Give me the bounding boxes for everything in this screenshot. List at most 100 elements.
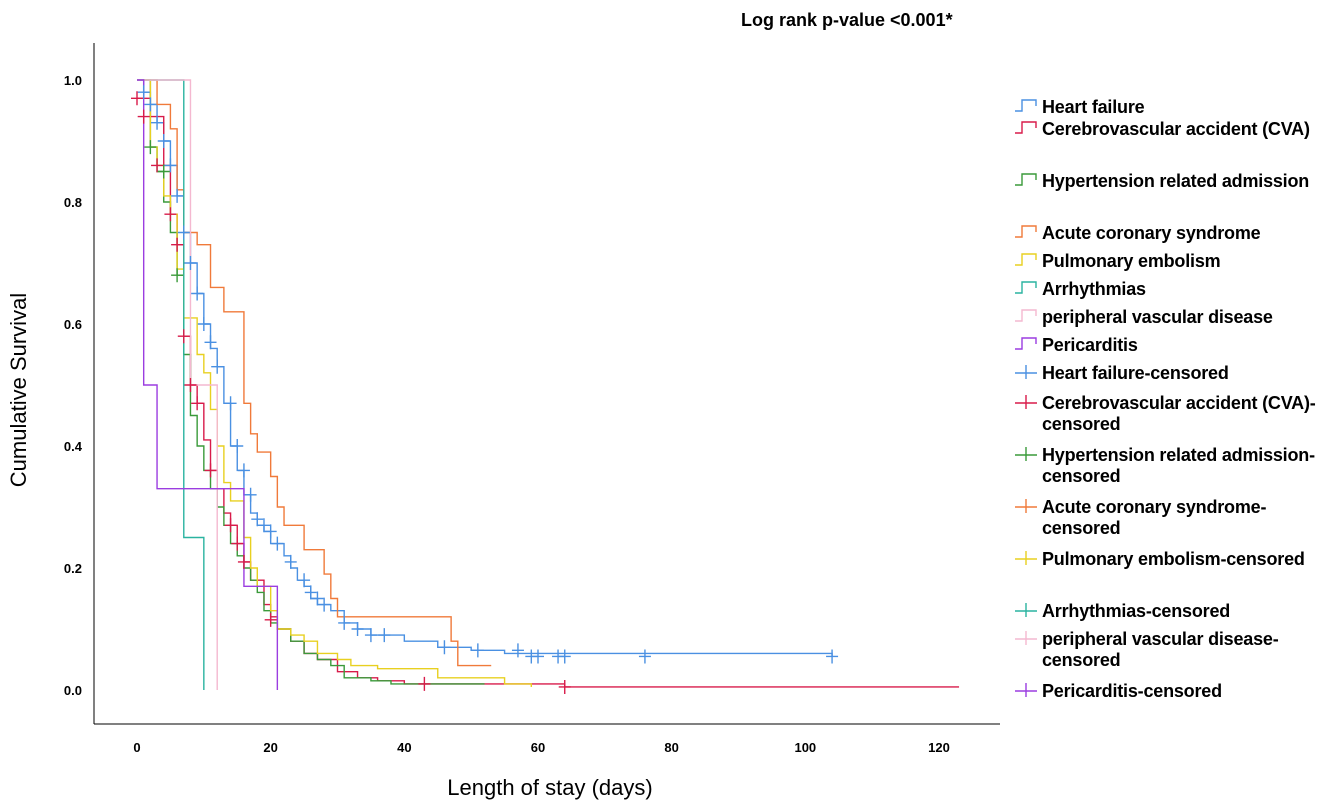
chart-title: Log rank p-value <0.001* — [741, 10, 953, 30]
legend-item: Pulmonary embolism-censored — [1014, 549, 1342, 570]
censor-mark — [197, 317, 210, 331]
legend-step-swatch — [1014, 97, 1038, 113]
x-ticks: 0 20 40 60 80 100 120 — [133, 740, 949, 755]
legend-censor-swatch — [1014, 681, 1038, 699]
censor-mark — [231, 439, 244, 453]
legend-label: Acute coronary syndrome — [1042, 223, 1261, 243]
y-tick-label: 0.2 — [64, 561, 82, 576]
censor-mark — [144, 140, 157, 155]
x-tick-label: 0 — [133, 740, 140, 755]
censor-mark — [164, 207, 177, 222]
legend-item: Pericarditis-censored — [1014, 681, 1342, 702]
series-lines — [137, 79, 960, 690]
legend-item: Arrhythmias-censored — [1014, 601, 1342, 622]
y-tick-label: 0.8 — [64, 195, 82, 210]
censor-mark — [558, 679, 571, 694]
x-tick-label: 20 — [263, 740, 277, 755]
censor-mark — [511, 643, 524, 658]
censor-mark — [137, 85, 150, 100]
series-line-heart-failure — [137, 79, 833, 657]
legend-step-swatch — [1014, 119, 1038, 135]
legend-label: Hypertension related admission — [1042, 171, 1310, 191]
censor-mark — [231, 536, 244, 551]
censor-mark — [438, 640, 451, 655]
legend-item: Hypertension related admission-censored — [1014, 445, 1342, 487]
legend-item: Acute coronary syndrome-censored — [1014, 497, 1342, 539]
legend-label: Cerebrovascular accident (CVA)-censored — [1042, 393, 1316, 434]
legend-item: Hypertension related admission — [1014, 171, 1342, 192]
legend-censor-swatch — [1014, 549, 1038, 567]
censor-mark — [204, 335, 217, 350]
legend-item: Cerebrovascular accident (CVA)-censored — [1014, 393, 1342, 435]
censor-mark — [224, 396, 237, 411]
legend-item: Heart failure-censored — [1014, 363, 1342, 384]
y-tick-label: 0.6 — [64, 317, 82, 332]
censor-mark — [177, 225, 190, 240]
censor-mark — [271, 536, 284, 551]
censor-mark — [311, 591, 324, 606]
legend-item: Arrhythmias — [1014, 279, 1342, 300]
x-tick-label: 100 — [794, 740, 816, 755]
censor-mark — [251, 512, 264, 527]
censor-mark — [532, 649, 544, 664]
series-line-acute-coronary-syndrome — [137, 79, 492, 667]
censor-mark — [184, 256, 197, 270]
censor-mark — [211, 359, 224, 374]
censor-mark — [244, 487, 257, 502]
x-tick-label: 40 — [397, 740, 411, 755]
legend-censor-swatch — [1014, 445, 1038, 463]
censor-mark — [826, 649, 839, 664]
legend-label: peripheral vascular disease — [1042, 307, 1273, 327]
legend-label: Acute coronary syndrome-censored — [1042, 497, 1267, 538]
censor-mark — [338, 615, 351, 630]
legend-step-swatch — [1014, 307, 1038, 323]
y-tick-label: 1.0 — [64, 73, 82, 88]
legend-censor-swatch — [1014, 363, 1038, 381]
censor-mark — [298, 573, 311, 588]
censor-mark — [144, 97, 157, 112]
censor-mark — [237, 463, 250, 478]
y-tick-label: 0.4 — [64, 439, 83, 454]
censor-mark — [171, 188, 184, 203]
legend-item: peripheral vascular disease-censored — [1014, 629, 1342, 671]
legend-censor-swatch — [1014, 629, 1038, 647]
censor-mark — [151, 158, 164, 173]
x-tick-label: 80 — [664, 740, 678, 755]
legend-censor-swatch — [1014, 393, 1038, 411]
censor-mark — [204, 463, 217, 478]
legend-label: Cerebrovascular accident (CVA) — [1042, 119, 1310, 139]
legend-item: Cerebrovascular accident (CVA) — [1014, 119, 1342, 140]
legend-label: Arrhythmias — [1042, 279, 1146, 299]
censor-mark — [171, 237, 184, 252]
censor-mark — [131, 91, 143, 106]
legend-step-swatch — [1014, 251, 1038, 267]
legend-label: Pericarditis — [1042, 335, 1138, 355]
censor-mark — [137, 109, 150, 124]
censor-mark — [157, 134, 170, 148]
censor-mark — [471, 643, 484, 658]
censor-mark — [264, 524, 277, 539]
censor-mark — [237, 554, 250, 569]
censor-mark — [177, 329, 190, 344]
legend-item: Pericarditis — [1014, 335, 1342, 356]
censor-mark — [284, 554, 297, 569]
y-ticks: 0.0 0.2 0.4 0.6 0.8 1.0 — [64, 73, 83, 698]
legend-censor-swatch — [1014, 497, 1038, 515]
series-line-pulmonary-embolism — [137, 79, 533, 687]
censor-mark — [418, 676, 431, 691]
legend-label: Pulmonary embolism-censored — [1042, 549, 1305, 569]
censor-mark — [257, 518, 270, 533]
censor-mark — [364, 628, 377, 643]
legend-censor-swatch — [1014, 601, 1038, 619]
legend-step-swatch — [1014, 279, 1038, 295]
legend-step-swatch — [1014, 223, 1038, 239]
axes — [93, 43, 1000, 725]
censor-mark — [264, 612, 277, 627]
censor-mark — [378, 628, 391, 643]
censor-mark — [184, 378, 197, 392]
censor-mark — [191, 396, 204, 411]
censor-mark — [191, 286, 204, 301]
censor-mark — [164, 158, 177, 173]
legend-label: Hypertension related admission-censored — [1042, 445, 1315, 486]
